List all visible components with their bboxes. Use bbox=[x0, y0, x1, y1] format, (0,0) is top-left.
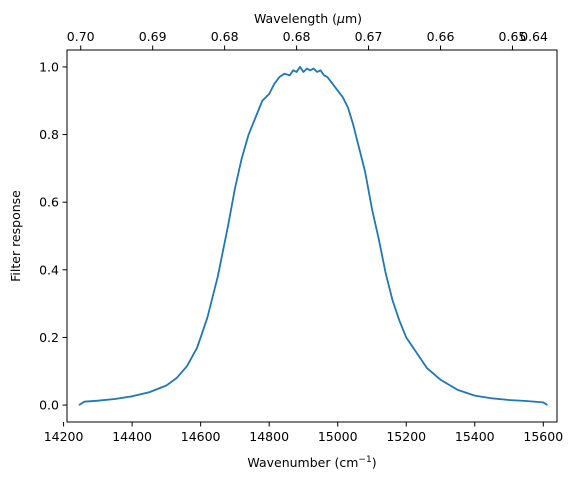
y-tick-label: 0.6 bbox=[39, 195, 59, 210]
top-axis-label: Wavelength (μm) bbox=[254, 11, 362, 26]
x-tick-label: 14600 bbox=[181, 429, 221, 444]
y-tick-label: 0.0 bbox=[39, 398, 59, 413]
top-tick-label: 0.64 bbox=[520, 29, 548, 44]
series-line bbox=[78, 66, 548, 406]
x-tick-label: 15400 bbox=[455, 429, 495, 444]
x-tick-label: 15000 bbox=[318, 429, 358, 444]
y-axis-ticks: 0.0 0.2 0.4 0.6 0.8 1.0 bbox=[39, 59, 67, 413]
x-axis-label: Wavenumber (cm−1) bbox=[247, 455, 376, 470]
plot-frame bbox=[66, 49, 558, 423]
x-tick-label: 14400 bbox=[112, 429, 152, 444]
y-tick-label: 1.0 bbox=[39, 59, 59, 74]
y-tick-label: 0.4 bbox=[39, 262, 59, 277]
y-tick-label: 0.2 bbox=[39, 330, 59, 345]
top-tick-label: 0.68 bbox=[211, 29, 239, 44]
top-tick-label: 0.65 bbox=[499, 29, 527, 44]
x-axis-ticks: 14200 14400 14600 14800 15000 15200 15400 15600 bbox=[44, 422, 563, 444]
top-tick-label: 0.69 bbox=[139, 29, 167, 44]
top-tick-label: 0.67 bbox=[355, 29, 383, 44]
y-tick-label: 0.8 bbox=[39, 127, 59, 142]
top-tick-label: 0.66 bbox=[427, 29, 455, 44]
top-tick-label: 0.70 bbox=[67, 29, 95, 44]
top-tick-label: 0.68 bbox=[283, 29, 311, 44]
x-tick-label: 14800 bbox=[249, 429, 289, 444]
top-axis-ticks: 0.70 0.69 0.68 0.68 0.67 0.66 0.650.64 bbox=[67, 29, 548, 50]
x-tick-label: 14200 bbox=[44, 429, 84, 444]
x-tick-label: 15600 bbox=[523, 429, 563, 444]
y-axis-label: Filter response bbox=[8, 190, 23, 282]
x-tick-label: 15200 bbox=[386, 429, 426, 444]
